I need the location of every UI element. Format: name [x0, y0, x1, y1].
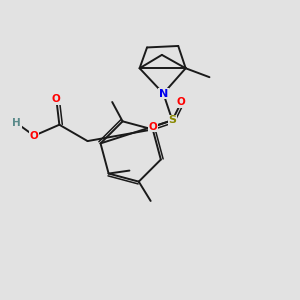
Text: O: O: [52, 94, 61, 104]
Text: O: O: [177, 98, 186, 107]
Text: N: N: [159, 88, 168, 98]
Text: O: O: [30, 131, 38, 141]
Text: H: H: [13, 118, 21, 128]
Text: O: O: [148, 122, 157, 132]
Text: S: S: [168, 115, 176, 125]
